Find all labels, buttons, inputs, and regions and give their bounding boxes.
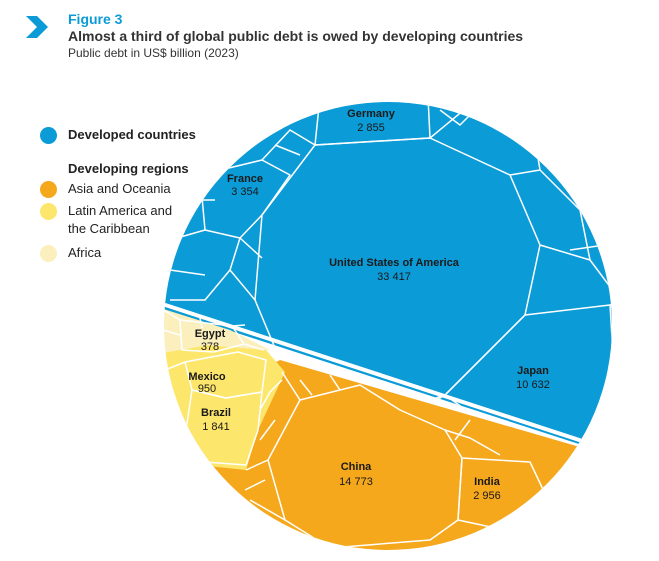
label-germany-value: 2 855 — [357, 122, 385, 134]
label-egypt-value: 378 — [201, 341, 219, 353]
label-germany-name: Germany — [347, 108, 396, 120]
label-china-value: 14 773 — [339, 476, 373, 488]
label-usa-value: 33 417 — [377, 271, 411, 283]
label-france-value: 3 354 — [231, 186, 259, 198]
legend-heading-developing: Developing regions — [68, 161, 189, 176]
legend-label-developed: Developed countries — [68, 127, 196, 142]
legend-dot-asia — [40, 181, 57, 198]
legend-dot-latam — [40, 203, 57, 220]
label-mexico-value: 950 — [198, 383, 216, 395]
label-brazil-value: 1 841 — [202, 421, 230, 433]
label-india-name: India — [474, 476, 501, 488]
label-france-name: France — [227, 173, 263, 185]
label-japan-value: 10 632 — [516, 379, 550, 391]
label-japan-name: Japan — [517, 365, 549, 377]
label-usa-name: United States of America — [329, 257, 460, 269]
legend: Developed countries Developing regions A… — [40, 126, 196, 264]
legend-item-developed: Developed countries — [40, 126, 196, 146]
label-india-value: 2 956 — [473, 490, 501, 502]
label-mexico-name: Mexico — [188, 371, 226, 383]
legend-item-latam: Latin America and the Caribbean — [40, 202, 196, 238]
legend-dot-developed — [40, 127, 57, 144]
label-china-name: China — [341, 461, 372, 473]
legend-item-africa: Africa — [40, 244, 196, 264]
chart-title: Almost a third of global public debt is … — [68, 28, 524, 44]
chart-subtitle: Public debt in US$ billion (2023) — [68, 46, 239, 60]
legend-label-latam-line2: the Caribbean — [68, 221, 150, 236]
label-egypt-name: Egypt — [195, 328, 226, 340]
region-developed — [164, 102, 612, 470]
legend-item-asia: Asia and Oceania — [40, 180, 196, 200]
legend-dot-africa — [40, 245, 57, 262]
asia-cell-borders — [244, 371, 549, 549]
figure-label: Figure 3 — [68, 11, 123, 27]
label-brazil-name: Brazil — [201, 407, 231, 419]
legend-label-latam-line1: Latin America and — [68, 203, 173, 218]
region-africa — [164, 300, 270, 355]
chevron-right-icon — [26, 16, 48, 38]
legend-label-africa: Africa — [68, 245, 102, 260]
region-divider — [164, 298, 612, 468]
legend-label-asia: Asia and Oceania — [68, 181, 171, 196]
cell-japan — [444, 304, 612, 470]
